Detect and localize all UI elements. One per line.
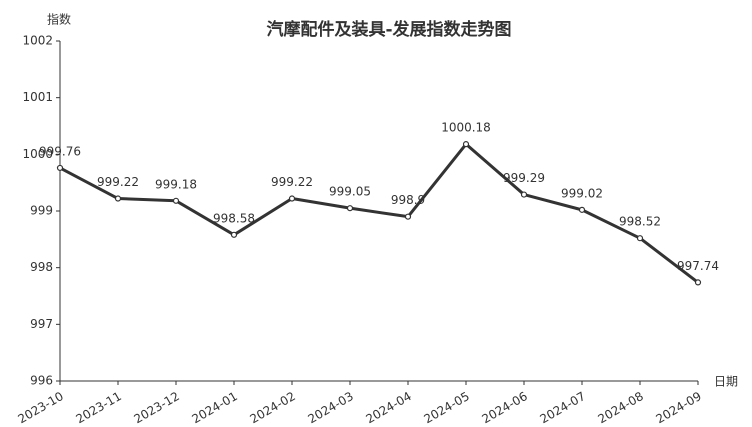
x-tick-label: 2024-07 — [537, 389, 587, 426]
point — [694, 279, 702, 286]
x-tick-label: 2024-08 — [595, 389, 645, 426]
point — [578, 206, 586, 213]
y-tick-label: 1002 — [22, 34, 53, 48]
point — [172, 197, 180, 204]
point — [230, 231, 238, 238]
line — [59, 142, 699, 284]
data-label: 999.22 — [271, 175, 313, 189]
x-tick-label: 2024-03 — [305, 389, 355, 426]
x-axis-label: 日期 — [714, 375, 738, 389]
data-label: 1000.18 — [441, 121, 491, 135]
data-label: 998.52 — [619, 215, 661, 229]
x-tick-label: 2023-12 — [131, 389, 181, 426]
x-tick-label: 2024-04 — [363, 389, 413, 426]
y-tick-label: 1001 — [22, 90, 53, 104]
data-label: 999.02 — [561, 186, 603, 200]
point — [462, 141, 470, 148]
chart-title: 汽摩配件及装具-发展指数走势图 — [266, 19, 511, 40]
data-label: 998.58 — [213, 211, 255, 225]
point — [288, 195, 296, 202]
point — [114, 195, 122, 202]
y-tick-label: 998 — [30, 260, 53, 274]
data-label: 999.29 — [503, 171, 545, 185]
y-tick-label: 999 — [30, 204, 53, 218]
point — [520, 191, 528, 198]
x-tick-label: 2023-11 — [73, 389, 123, 426]
point — [56, 164, 64, 172]
y-tick-label: 996 — [30, 374, 53, 388]
point — [404, 213, 412, 220]
data-label: 998.9 — [391, 193, 425, 207]
y-tick-label: 1000 — [22, 147, 53, 161]
x-tick-label: 2024-06 — [479, 389, 529, 426]
point — [346, 205, 354, 212]
x-tick-label: 2023-10 — [15, 389, 65, 426]
x-tick-label: 2024-05 — [421, 389, 471, 426]
data-label: 999.18 — [155, 177, 197, 191]
x-tick-label: 2024-02 — [247, 389, 297, 426]
y-axis-label: 指数 — [47, 12, 71, 27]
point — [636, 235, 644, 242]
y-tick-label: 997 — [30, 317, 53, 331]
data-label: 999.05 — [329, 185, 371, 199]
x-tick-label: 2024-01 — [189, 389, 239, 426]
data-label: 999.76 — [39, 144, 81, 158]
x-tick-label: 2024-09 — [653, 389, 703, 426]
data-label: 999.22 — [97, 175, 139, 189]
data-label: 997.74 — [677, 259, 719, 273]
